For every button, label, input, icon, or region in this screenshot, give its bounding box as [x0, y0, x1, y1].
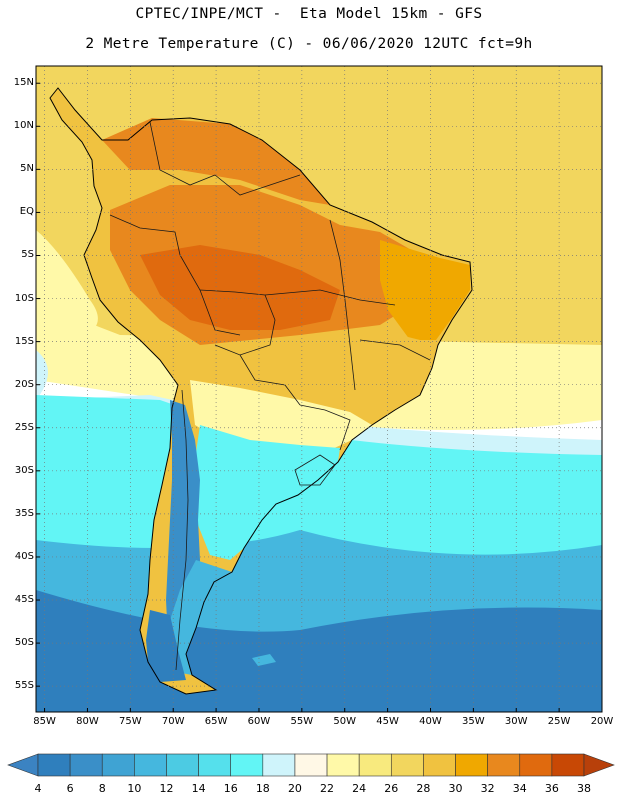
- colorbar-label: 30: [448, 782, 463, 795]
- border-bolivia-paraguay: [239, 354, 301, 406]
- lat-label: 5N: [20, 163, 34, 175]
- colorbar-segment: [69, 753, 103, 777]
- border-peru-brazil: [179, 254, 241, 336]
- lat-label: 5S: [21, 249, 34, 261]
- colorbar-segment: [519, 753, 553, 777]
- lat-label: 40S: [14, 550, 34, 562]
- colorbar-label: 20: [287, 782, 302, 795]
- colorbar-label: 14: [191, 782, 206, 795]
- map-title: CPTEC/INPE/MCT - Eta Model 15km - GFS: [135, 6, 483, 22]
- colorbar-segment: [166, 753, 199, 777]
- country-borders: [109, 121, 431, 671]
- colorbar-label: 10: [127, 782, 142, 795]
- land-region-northern-coast: [102, 118, 330, 205]
- land-region-south: [190, 380, 372, 450]
- coastline: [49, 87, 473, 695]
- lat-label: 30S: [14, 464, 34, 476]
- lon-label: 45W: [376, 716, 399, 727]
- colorbar-label: 24: [352, 782, 367, 795]
- border-chile-argentina: [175, 389, 189, 671]
- border-venezuela-brazil: [214, 174, 301, 196]
- colorbar-segment: [455, 753, 488, 777]
- lat-label: 45S: [14, 594, 34, 606]
- map-plot-area: [36, 66, 602, 712]
- lat-label: 55S: [14, 680, 34, 692]
- lat-label: 20S: [14, 378, 34, 390]
- colorbar-segment: [198, 753, 232, 777]
- lon-label: 85W: [33, 716, 56, 727]
- colorbar-label: 18: [255, 782, 270, 795]
- lon-label: 70W: [161, 716, 185, 727]
- lat-label: 10S: [14, 292, 34, 304]
- ocean-band-warm-pacific-coast: [36, 230, 98, 345]
- lon-label: 60W: [247, 716, 271, 727]
- colorbar-label: 32: [480, 782, 495, 795]
- colorbar-label: 38: [577, 782, 591, 795]
- border-brazil-states-3: [359, 339, 431, 361]
- land-region-central: [210, 330, 432, 410]
- falkland-islands: [252, 654, 276, 666]
- lon-label: 65W: [204, 716, 228, 727]
- lon-label: 40W: [419, 716, 442, 727]
- colorbar-segment: [262, 753, 296, 777]
- map-frame: [35, 65, 603, 713]
- colorbar-label: 4: [34, 782, 42, 795]
- lat-label: 50S: [14, 637, 34, 649]
- border-colombia-venezuela: [149, 121, 216, 186]
- border-brazil-states-2: [329, 219, 356, 391]
- colorbar-segment: [230, 753, 264, 777]
- colorbar-segment: [423, 753, 456, 777]
- colorbar-label: 34: [512, 782, 527, 795]
- map-subtitle: 2 Metre Temperature (C) - 06/06/2020 12U…: [85, 36, 533, 52]
- lat-label: 15N: [13, 77, 34, 89]
- lon-label: 30W: [504, 716, 528, 727]
- lat-label: EQ: [19, 206, 34, 218]
- colorbar-segment: [326, 753, 360, 777]
- colorbar-segment: [487, 753, 521, 777]
- lat-label: 10N: [13, 120, 34, 132]
- land-region-pampas: [192, 425, 340, 560]
- colorbar-label: 22: [320, 782, 335, 795]
- colorbar-under-arrow: [7, 753, 39, 777]
- lon-label: 25W: [547, 716, 571, 727]
- border-colombia-peru: [109, 214, 181, 256]
- lon-label: 35W: [462, 716, 485, 727]
- colorbar-segment: [37, 753, 71, 777]
- colorbar-segment: [294, 753, 328, 777]
- colorbar-segment: [390, 753, 424, 777]
- lon-label: 75W: [119, 716, 142, 727]
- colorbar-label: 28: [416, 782, 431, 795]
- colorbar-label: 16: [223, 782, 238, 795]
- lon-label: 55W: [290, 716, 314, 727]
- land-region-patagonia-cold: [146, 610, 186, 682]
- land-region-northeast: [380, 240, 470, 340]
- colorbar-label: 8: [98, 782, 106, 795]
- border-uruguay: [294, 454, 336, 486]
- colorbar-segment: [101, 753, 135, 777]
- lat-label: 15S: [14, 335, 34, 347]
- axis-ticks: [36, 82, 603, 712]
- colorbar-over-arrow: [583, 753, 615, 777]
- colorbar-label: 26: [384, 782, 399, 795]
- colorbar-label: 6: [66, 782, 74, 795]
- lon-label: 20W: [590, 716, 614, 727]
- colorbar-segment: [134, 753, 167, 777]
- colorbar: [7, 753, 615, 777]
- colorbar-segment: [358, 753, 392, 777]
- border-brazil-states-1: [264, 289, 396, 306]
- lon-label: 50W: [333, 716, 357, 727]
- lat-label: 25S: [14, 421, 34, 433]
- colorbar-label: 36: [544, 782, 559, 795]
- colorbar-label: 12: [159, 782, 174, 795]
- land-region-hot-core: [140, 245, 340, 330]
- lon-label: 80W: [76, 716, 99, 727]
- colorbar-segment: [551, 753, 585, 777]
- lat-label: 35S: [14, 507, 34, 519]
